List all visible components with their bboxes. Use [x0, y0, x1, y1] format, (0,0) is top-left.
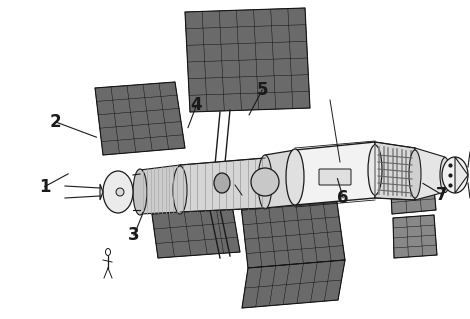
- FancyBboxPatch shape: [319, 169, 351, 185]
- Text: 5: 5: [257, 81, 268, 99]
- Polygon shape: [95, 82, 185, 155]
- Ellipse shape: [173, 166, 187, 214]
- Polygon shape: [295, 142, 375, 205]
- Polygon shape: [100, 184, 103, 200]
- Text: 4: 4: [191, 96, 202, 114]
- Text: 2: 2: [50, 113, 61, 131]
- Polygon shape: [415, 148, 445, 200]
- Text: 7: 7: [436, 186, 447, 204]
- Ellipse shape: [116, 188, 124, 196]
- Polygon shape: [393, 215, 437, 258]
- Ellipse shape: [442, 157, 468, 193]
- Ellipse shape: [133, 169, 147, 215]
- Text: 6: 6: [337, 189, 349, 207]
- Polygon shape: [390, 165, 436, 214]
- Ellipse shape: [103, 171, 133, 213]
- Ellipse shape: [286, 149, 304, 205]
- Polygon shape: [375, 142, 415, 200]
- Polygon shape: [140, 165, 180, 214]
- Polygon shape: [455, 157, 468, 193]
- Ellipse shape: [105, 249, 110, 256]
- Polygon shape: [242, 260, 345, 308]
- Ellipse shape: [251, 168, 279, 196]
- Polygon shape: [150, 193, 240, 258]
- Ellipse shape: [258, 155, 272, 209]
- Polygon shape: [185, 8, 310, 112]
- Ellipse shape: [214, 173, 230, 193]
- Polygon shape: [180, 158, 265, 212]
- Text: 1: 1: [39, 178, 50, 196]
- Text: 3: 3: [128, 226, 140, 244]
- Ellipse shape: [409, 150, 421, 198]
- Polygon shape: [265, 150, 295, 208]
- Polygon shape: [240, 188, 345, 268]
- Ellipse shape: [368, 145, 382, 195]
- Ellipse shape: [440, 158, 450, 192]
